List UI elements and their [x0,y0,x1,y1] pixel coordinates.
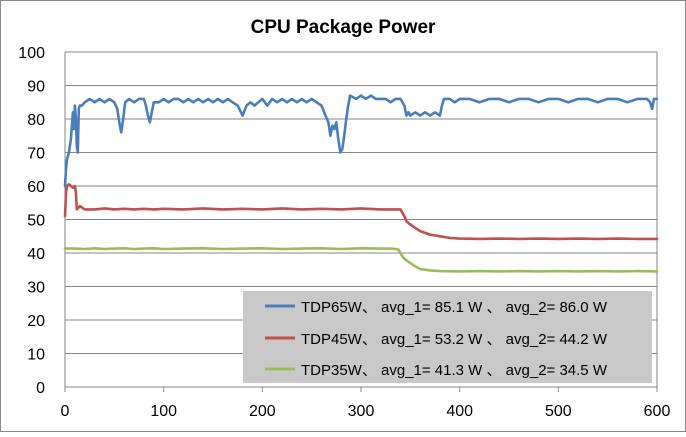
axes [64,52,658,388]
legend-label-tdp35w: TDP35W、 avg_1= 41.3 W 、 avg_2= 34.5 W [301,362,608,379]
y-tick-label: 10 [27,347,45,364]
y-tick-label: 20 [27,313,45,330]
legend: TDP65W、 avg_1= 85.1 W 、 avg_2= 86.0 W TD… [243,291,652,383]
y-tick-label: 90 [27,79,45,96]
x-tick-label: 200 [249,403,276,420]
legend-label-tdp65w: TDP65W、 avg_1= 85.1 W 、 avg_2= 86.0 W [301,299,608,316]
y-tick-label: 40 [27,246,45,263]
series-line-tdp65w [63,94,659,188]
y-tick-label: 70 [27,146,45,163]
x-tick-label: 0 [61,403,70,420]
tick-labels: 0 10 20 30 40 50 60 70 80 90 100 0 100 200 300 400 500 60… [18,45,670,420]
y-tick-label: 0 [36,380,45,397]
y-tick-label: 100 [18,45,45,62]
chart-title: CPU Package Power [251,17,436,38]
y-tick-label: 30 [27,280,45,297]
series-line-tdp45w [63,183,659,241]
x-tick-label: 600 [644,403,671,420]
x-tick-label: 400 [446,403,473,420]
legend-label-tdp45w: TDP45W、 avg_1= 53.2 W 、 avg_2= 44.2 W [301,331,608,348]
x-tick-label: 100 [150,403,177,420]
legend-box [243,291,652,383]
x-tick-label: 300 [348,403,375,420]
x-tick-label: 500 [545,403,572,420]
y-tick-label: 50 [27,213,45,230]
series-line-tdp35w [63,247,659,273]
y-tick-label: 80 [27,112,45,129]
series-lines [63,94,659,273]
y-tick-label: 60 [27,179,45,196]
